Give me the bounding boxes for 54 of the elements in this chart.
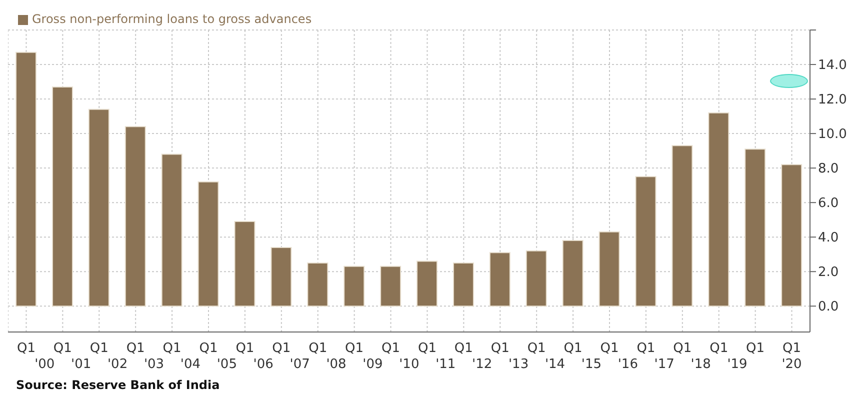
bar [781,164,802,307]
x-tick-label: Q1 '00 [34,341,72,372]
bar [708,112,730,307]
x-tick-label: Q1 '03 [144,341,182,372]
x-tick-label: Q1 '12 [472,341,510,372]
x-tick-label: Q1 '14 [544,341,582,372]
y-tick-label: 2.0 [818,265,839,280]
y-tick-label: 12.0 [818,92,847,108]
bar [672,145,693,307]
bar [452,262,474,307]
x-tick-label: Q1 '05 [216,341,254,372]
y-tick-label: 0.0 [818,300,839,315]
bar [526,250,547,307]
bar [344,266,365,307]
x-tick-label: Q1 '10 [399,341,436,372]
y-tick-label: 4.0 [818,230,839,246]
y-tick-label: 8.0 [818,162,839,177]
bar [380,266,402,307]
y-tick-label: 14.0 [818,58,847,74]
bar [16,52,37,307]
x-tick-label: Q1 '11 [436,341,473,372]
x-tick-label: Q1 '18 [690,341,728,372]
bar [635,176,656,307]
x-tick-label: Q1 '16 [618,341,656,372]
x-tick-label: Q1 '15 [581,341,619,372]
bar [161,154,182,307]
bar [416,260,438,307]
bar [198,181,219,307]
x-tick-label: Q1 '19 [727,341,765,372]
bar [307,262,328,307]
x-tick-label: Q1 '20 [782,341,802,372]
y-tick-label: 6.0 [818,196,839,212]
bar [270,246,292,307]
x-tick-label: Q1 '17 [654,341,692,372]
x-tick-label: Q1 '02 [107,341,145,372]
x-tick-label: Q1 '08 [326,341,364,372]
bar [562,240,584,307]
bar [744,148,766,307]
y-tick-label: 10.0 [818,127,847,142]
x-tick-label: Q1 [16,341,36,356]
x-tick-label: Q1 '09 [362,341,400,372]
bar [52,86,73,307]
x-tick-label: Q1 '04 [180,341,218,372]
bar [598,231,620,307]
bar [489,252,510,307]
x-tick-label: Q1 '13 [508,341,546,372]
bar [88,108,110,307]
bar [124,126,146,307]
bar [234,221,256,307]
x-tick-label: Q1 '01 [71,341,108,372]
x-tick-label: Q1 '07 [290,341,328,372]
legend-label: Gross non-performing loans to gross advances [32,12,312,26]
source-note: Source: Reserve Bank of India [16,378,220,392]
x-tick-label: Q1 '06 [253,341,291,372]
